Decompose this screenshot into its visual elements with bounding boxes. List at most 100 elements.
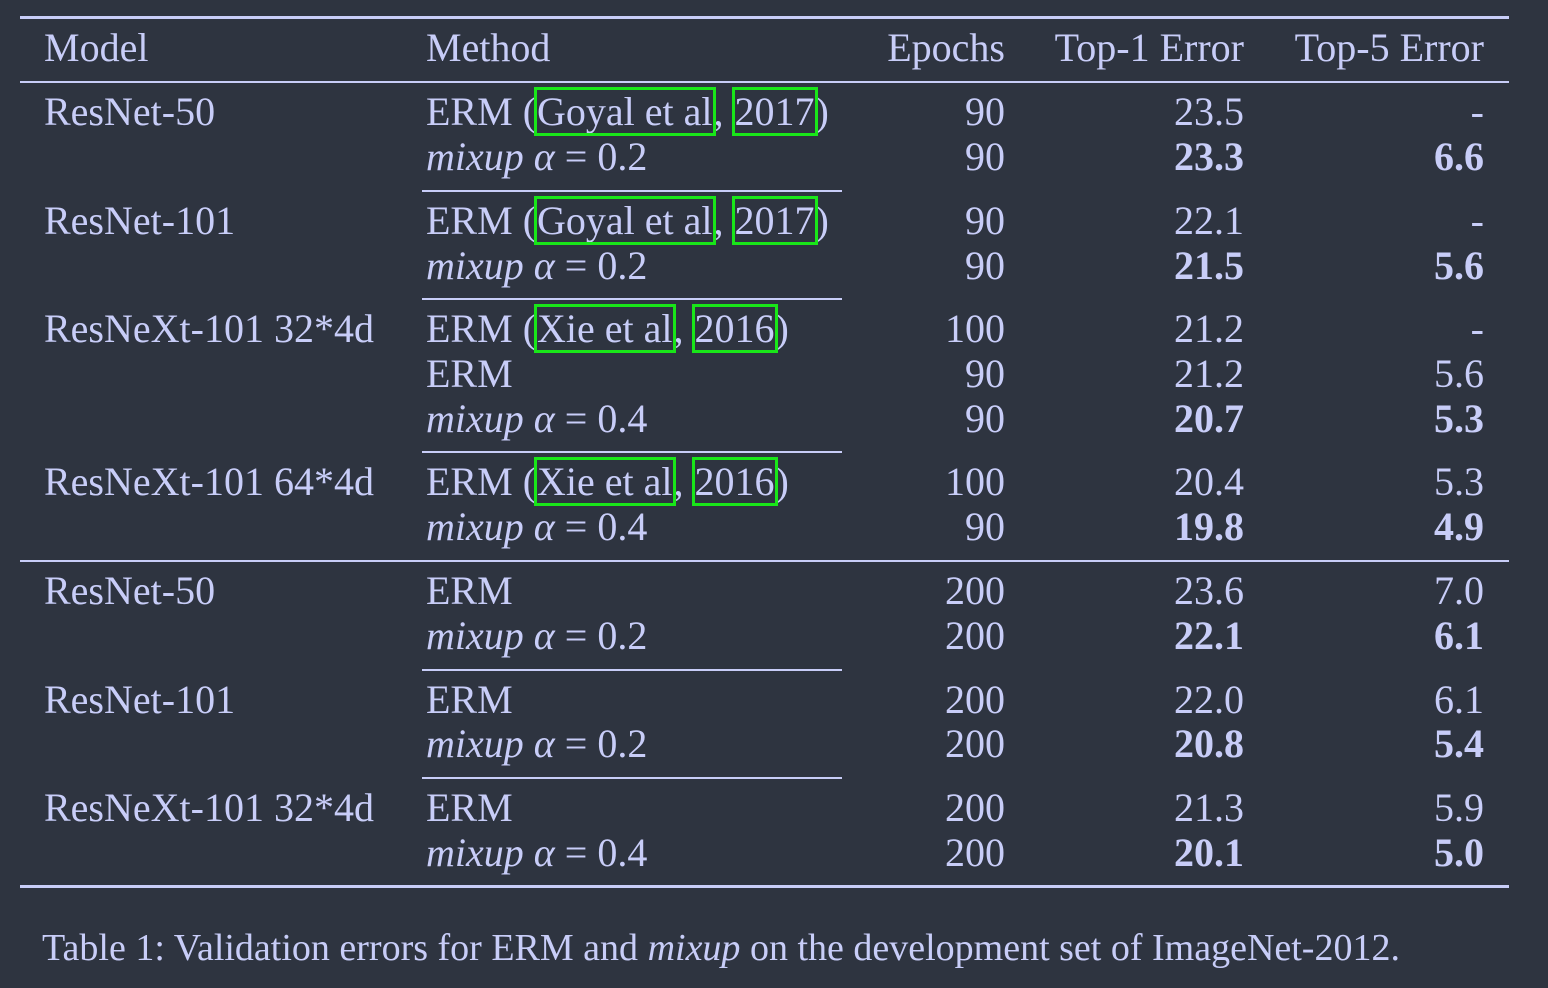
alpha-symbol: α <box>533 134 555 179</box>
top5-cell: 5.3 <box>1434 396 1484 441</box>
top1-cell: 21.2 <box>1174 351 1244 396</box>
model-cell: ResNet-101 <box>44 198 236 243</box>
top5-cell: 7.0 <box>1434 568 1484 613</box>
model-cell: ResNeXt-101 64*4d <box>44 459 374 504</box>
mixup-label: mixup <box>426 134 524 179</box>
citation-year-link[interactable]: 2016 <box>691 304 778 353</box>
epochs-cell: 100 <box>945 306 1005 351</box>
group-divider <box>422 298 842 300</box>
alpha-symbol: α <box>533 396 555 441</box>
caption-mixup: mixup <box>647 927 741 969</box>
top5-cell: 5.6 <box>1434 351 1484 396</box>
method-cell: ERM (Goyal et al, 2017) <box>426 196 829 245</box>
top5-cell: 6.6 <box>1434 134 1484 179</box>
top5-cell: 5.4 <box>1434 721 1484 766</box>
epochs-cell: 90 <box>965 198 1005 243</box>
model-cell: ResNet-101 <box>44 677 236 722</box>
top1-cell: 23.5 <box>1174 89 1244 134</box>
alpha-symbol: α <box>533 613 555 658</box>
group-divider <box>422 777 842 779</box>
top1-cell: 22.1 <box>1174 198 1244 243</box>
group-divider <box>422 451 842 453</box>
header-method: Method <box>426 25 551 70</box>
epochs-cell: 200 <box>945 785 1005 830</box>
top5-cell: 5.0 <box>1434 830 1484 875</box>
citation-link[interactable]: Xie et al <box>534 304 676 353</box>
equals-sign: = <box>554 830 598 875</box>
section-rule <box>20 560 1509 562</box>
alpha-value: 0.2 <box>597 613 648 658</box>
epochs-cell: 90 <box>965 396 1005 441</box>
alpha-symbol: α <box>533 504 555 549</box>
method-name: ERM <box>426 89 513 134</box>
model-cell: ResNeXt-101 32*4d <box>44 785 374 830</box>
alpha-value: 0.4 <box>597 504 648 549</box>
epochs-cell: 200 <box>945 677 1005 722</box>
equals-sign: = <box>554 504 598 549</box>
method-cell: ERM (Xie et al, 2016) <box>426 304 789 353</box>
citation-year-link[interactable]: 2017 <box>731 196 818 245</box>
group-divider <box>422 190 842 192</box>
epochs-cell: 90 <box>965 243 1005 288</box>
top1-cell: 20.4 <box>1174 459 1244 504</box>
alpha-value: 0.4 <box>597 396 648 441</box>
method-name: ERM <box>426 306 513 351</box>
alpha-symbol: α <box>533 243 555 288</box>
top1-cell: 19.8 <box>1174 504 1244 549</box>
model-cell: ResNeXt-101 32*4d <box>44 306 374 351</box>
top5-cell: 4.9 <box>1434 504 1484 549</box>
table-caption: Table 1: Validation errors for ERM and m… <box>42 926 1400 970</box>
alpha-value: 0.2 <box>597 243 648 288</box>
equals-sign: = <box>554 613 598 658</box>
epochs-cell: 90 <box>965 134 1005 179</box>
epochs-cell: 200 <box>945 830 1005 875</box>
caption-text: Table 1: Validation errors for ERM and <box>42 927 648 969</box>
alpha-symbol: α <box>533 721 555 766</box>
equals-sign: = <box>554 243 598 288</box>
top1-cell: 20.8 <box>1174 721 1244 766</box>
citation-year-link[interactable]: 2016 <box>691 457 778 506</box>
citation-link[interactable]: Goyal et al <box>534 196 716 245</box>
alpha-value: 0.4 <box>597 830 648 875</box>
model-cell: ResNet-50 <box>44 568 216 613</box>
top1-cell: 20.7 <box>1174 396 1244 441</box>
top5-cell: - <box>1470 198 1484 243</box>
top5-cell: 5.9 <box>1434 785 1484 830</box>
mixup-label: mixup <box>426 243 524 288</box>
top5-cell: 5.6 <box>1434 243 1484 288</box>
header-epochs: Epochs <box>887 25 1005 70</box>
top-rule <box>20 16 1509 19</box>
method-cell: mixup α = 0.2 <box>426 244 647 288</box>
header-model: Model <box>44 25 149 70</box>
epochs-cell: 90 <box>965 89 1005 134</box>
citation-year-link[interactable]: 2017 <box>731 87 818 136</box>
top1-cell: 23.3 <box>1174 134 1244 179</box>
top1-cell: 22.0 <box>1174 677 1244 722</box>
citation-link[interactable]: Xie et al <box>534 457 676 506</box>
method-cell: mixup α = 0.4 <box>426 831 647 875</box>
bottom-rule <box>20 885 1509 888</box>
group-divider <box>422 669 842 671</box>
top1-cell: 22.1 <box>1174 613 1244 658</box>
mixup-label: mixup <box>426 721 524 766</box>
epochs-cell: 200 <box>945 613 1005 658</box>
method-cell: mixup α = 0.2 <box>426 722 647 766</box>
method-name: ERM <box>426 351 513 396</box>
method-name: ERM <box>426 198 513 243</box>
alpha-value: 0.2 <box>597 134 648 179</box>
citation-link[interactable]: Goyal et al <box>534 87 716 136</box>
top1-cell: 20.1 <box>1174 830 1244 875</box>
method-name: ERM <box>426 568 513 613</box>
top1-cell: 23.6 <box>1174 568 1244 613</box>
header-top5-error: Top-5 Error <box>1294 25 1484 70</box>
method-cell: mixup α = 0.2 <box>426 614 647 658</box>
mixup-label: mixup <box>426 504 524 549</box>
mixup-label: mixup <box>426 396 524 441</box>
top5-cell: 5.3 <box>1434 459 1484 504</box>
method-name: ERM <box>426 459 513 504</box>
model-cell: ResNet-50 <box>44 89 216 134</box>
method-cell: ERM <box>426 678 513 722</box>
method-cell: mixup α = 0.2 <box>426 135 647 179</box>
method-cell: ERM (Goyal et al, 2017) <box>426 87 829 136</box>
